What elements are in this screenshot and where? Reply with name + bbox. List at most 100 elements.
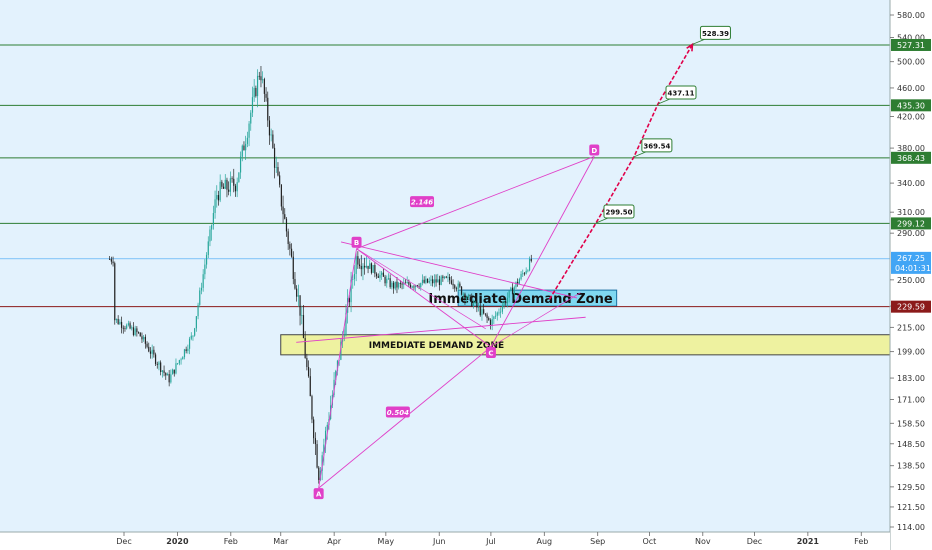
candle-body bbox=[217, 195, 220, 201]
price-tick-label: 340.00 bbox=[897, 179, 925, 188]
candle-body bbox=[231, 178, 233, 180]
candle-body bbox=[117, 318, 119, 324]
candle-body bbox=[246, 137, 248, 144]
candle-body bbox=[484, 313, 486, 315]
candle-body bbox=[289, 243, 291, 249]
candle-body bbox=[506, 297, 509, 304]
candle-body bbox=[185, 349, 187, 352]
price-tick-label: 129.50 bbox=[897, 483, 925, 492]
candle-body bbox=[491, 319, 493, 326]
candle-body bbox=[326, 424, 328, 431]
demand-zone-label: Immediate Demand Zone bbox=[428, 292, 612, 307]
candle-body bbox=[452, 283, 454, 286]
candle-body bbox=[404, 282, 407, 284]
candle-body bbox=[197, 304, 199, 317]
price-tick-label: 310.00 bbox=[897, 208, 925, 217]
candle-body bbox=[401, 283, 403, 285]
candle-body bbox=[166, 374, 169, 376]
candle-body bbox=[489, 319, 492, 326]
candle-body bbox=[180, 359, 182, 361]
candle-body bbox=[216, 195, 218, 200]
candle-body bbox=[163, 370, 165, 373]
candle-body bbox=[455, 288, 458, 290]
candle-body bbox=[459, 283, 461, 287]
candle-body bbox=[137, 332, 140, 333]
target-callout-pointer bbox=[692, 38, 705, 45]
candle-body bbox=[409, 284, 412, 288]
candle-body bbox=[270, 134, 272, 136]
level-price-tag bbox=[891, 217, 931, 230]
price-tick-label: 250.00 bbox=[897, 276, 925, 285]
candle-body bbox=[202, 274, 204, 288]
price-tick-label: 540.00 bbox=[897, 33, 925, 42]
level-price-tag-label: 299.12 bbox=[897, 219, 925, 228]
time-axis-background bbox=[0, 532, 890, 550]
candle-body bbox=[114, 263, 116, 321]
demand-zones: Immediate Demand Zone IMMEDIATE DEMAND ZO… bbox=[280, 289, 891, 356]
pattern-point-badge bbox=[351, 236, 362, 248]
candle-body bbox=[370, 263, 373, 273]
candle-body bbox=[358, 264, 361, 267]
candle-body bbox=[277, 167, 279, 176]
candle-body bbox=[131, 327, 133, 329]
candle-body bbox=[389, 278, 391, 288]
candle-body bbox=[394, 281, 396, 289]
candle-body bbox=[474, 301, 476, 304]
candle-body bbox=[432, 279, 434, 284]
time-tick-label: Feb bbox=[854, 537, 868, 546]
target-callout-label: 299.50 bbox=[605, 209, 632, 217]
candle-body bbox=[165, 372, 167, 376]
candle-body bbox=[513, 287, 515, 295]
candle-body bbox=[440, 276, 442, 285]
candle-body bbox=[467, 294, 469, 298]
candle-body bbox=[120, 321, 123, 328]
candle-body bbox=[280, 184, 282, 207]
candle-body bbox=[153, 349, 155, 355]
pattern-point-label: A bbox=[316, 491, 322, 499]
candle-body bbox=[205, 254, 208, 265]
candle-body bbox=[523, 273, 526, 275]
level-price-tag bbox=[891, 151, 931, 164]
candle-body bbox=[287, 231, 289, 244]
price-tick-label: 500.00 bbox=[897, 58, 925, 67]
candle-body bbox=[241, 145, 243, 157]
candle-body bbox=[263, 79, 265, 94]
candle-body bbox=[265, 93, 267, 98]
candle-body bbox=[233, 178, 235, 186]
candle-body bbox=[127, 323, 129, 326]
price-tick-label: 580.00 bbox=[897, 11, 925, 20]
candle-body bbox=[333, 379, 335, 395]
time-tick-label: Mar bbox=[273, 537, 289, 546]
time-tick-label: Dec bbox=[747, 537, 762, 546]
candle-body bbox=[126, 325, 128, 329]
candle-body bbox=[340, 341, 342, 360]
price-axis-background bbox=[890, 0, 932, 550]
candle-body bbox=[311, 396, 313, 420]
candle-body bbox=[476, 301, 478, 308]
candle-body bbox=[357, 256, 359, 265]
candle-body bbox=[307, 367, 310, 377]
candle-body bbox=[143, 336, 145, 340]
target-callout-label: 528.39 bbox=[702, 30, 729, 38]
candle-body bbox=[335, 371, 337, 380]
candle-body bbox=[132, 327, 135, 335]
candle-body bbox=[313, 419, 315, 439]
candle-body bbox=[194, 328, 196, 336]
candle-body bbox=[316, 444, 318, 468]
candle-body bbox=[284, 214, 286, 219]
candle-body bbox=[109, 259, 111, 260]
candle-body bbox=[200, 287, 203, 291]
price-tick-label: 183.00 bbox=[897, 374, 925, 383]
candle-body bbox=[477, 307, 480, 308]
candle-body bbox=[214, 199, 216, 214]
candle-body bbox=[209, 229, 211, 242]
candle-body bbox=[154, 354, 157, 364]
candle-body bbox=[481, 309, 483, 316]
time-axis: Dec 2020 Feb Mar Apr May Jun Jul Aug Sep Oct Nov Dec… bbox=[0, 531, 890, 550]
price-tick-label: 158.50 bbox=[897, 419, 925, 428]
candle-body bbox=[374, 265, 376, 274]
candle-body bbox=[375, 273, 378, 277]
price-tick-label: 138.50 bbox=[897, 462, 925, 471]
